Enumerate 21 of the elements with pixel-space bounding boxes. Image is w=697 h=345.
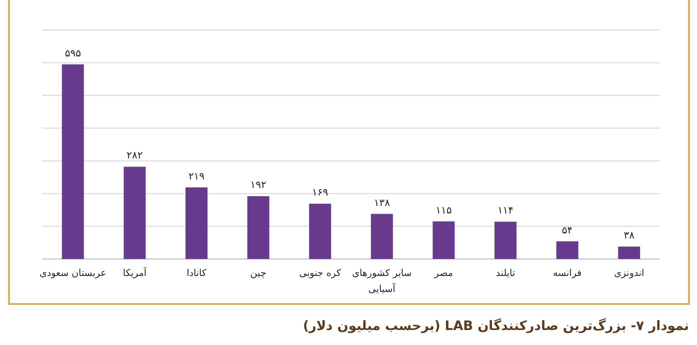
data-label: ۱۱۴ (497, 206, 514, 217)
data-label: ۲۸۲ (126, 150, 143, 162)
text: نمودار ۷- بزرگ‌ترین صادرکنندگان LAB (برحسب میلیون دلار) (302, 318, 689, 334)
data-label: ۵۴ (562, 225, 573, 236)
x-tick-label: کره جنوبی (299, 268, 342, 279)
x-tick-label: آمریکا (122, 267, 147, 279)
x-tick-label: تایلند (496, 268, 516, 279)
data-label: ۵۹۵ (64, 48, 81, 60)
data-label: ۱۱۵ (436, 205, 452, 216)
x-tick-label: عربستان سعودی (39, 268, 106, 279)
data-label: ۲۱۹ (188, 171, 205, 182)
x-tick-label: اندونزی (614, 268, 644, 279)
x-tick-label: کانادا (186, 268, 207, 279)
x-tick-label: چین (250, 268, 266, 279)
x-tick-label: مصر (433, 268, 453, 279)
x-tick-label: سایر کشورهای آسیایی (352, 268, 412, 295)
data-label: ۳۸ (624, 230, 636, 242)
data-label: ۱۹۲ (250, 180, 266, 192)
x-tick-label: فرانسه (552, 268, 582, 279)
data-label: ۱۳۸ (374, 198, 391, 209)
data-label: ۱۶۹ (312, 188, 328, 199)
